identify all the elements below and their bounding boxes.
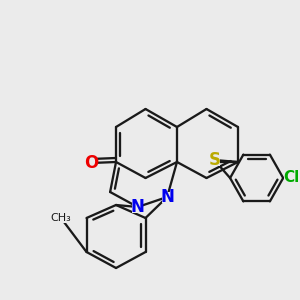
Text: Cl: Cl [283, 170, 299, 185]
Text: N: N [131, 198, 145, 216]
FancyBboxPatch shape [162, 191, 172, 203]
FancyBboxPatch shape [86, 158, 97, 169]
Text: N: N [160, 188, 174, 206]
Text: S: S [208, 151, 220, 169]
Text: O: O [84, 154, 99, 172]
FancyBboxPatch shape [132, 202, 143, 212]
FancyBboxPatch shape [209, 154, 220, 166]
FancyBboxPatch shape [52, 213, 70, 223]
Text: CH₃: CH₃ [51, 213, 71, 223]
FancyBboxPatch shape [284, 172, 298, 184]
